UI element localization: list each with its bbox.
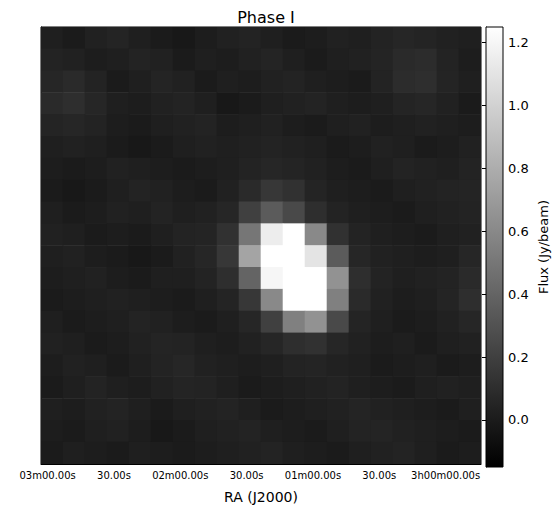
svg-text:Flux (Jy/beam): Flux (Jy/beam) xyxy=(536,200,551,294)
svg-text:RA (J2000): RA (J2000) xyxy=(224,489,298,505)
svg-text:0.2: 0.2 xyxy=(508,350,529,365)
svg-text:0.8: 0.8 xyxy=(508,161,529,176)
svg-text:01m00.00s: 01m00.00s xyxy=(285,470,341,481)
svg-text:0.6: 0.6 xyxy=(508,224,529,239)
svg-text:30.00s: 30.00s xyxy=(230,470,264,481)
svg-text:03m00.00s: 03m00.00s xyxy=(19,470,75,481)
svg-text:0.4: 0.4 xyxy=(508,287,529,302)
svg-text:02m00.00s: 02m00.00s xyxy=(152,470,208,481)
svg-text:Phase I: Phase I xyxy=(237,8,295,27)
svg-text:30.00s: 30.00s xyxy=(97,470,131,481)
svg-text:0.0: 0.0 xyxy=(508,412,529,427)
svg-text:1.0: 1.0 xyxy=(508,98,529,113)
svg-text:1.2: 1.2 xyxy=(508,35,529,50)
svg-text:3h00m00.00s: 3h00m00.00s xyxy=(411,470,480,481)
svg-text:30.00s: 30.00s xyxy=(362,470,396,481)
